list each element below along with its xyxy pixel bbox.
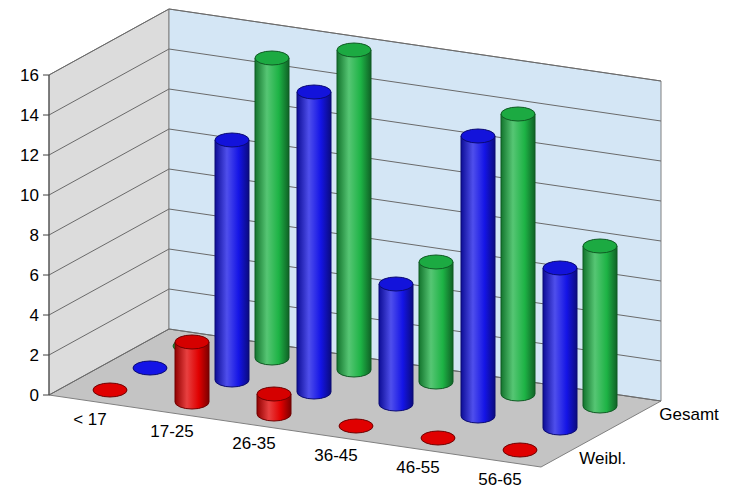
- y-tick-label: 4: [30, 306, 39, 325]
- x-tick-label: 46-55: [396, 458, 439, 477]
- y-tick-label: 12: [20, 146, 39, 165]
- cylinder: [419, 255, 453, 389]
- y-tick-label: 6: [30, 266, 39, 285]
- cylinder: [339, 419, 373, 433]
- cylinder: [337, 43, 371, 377]
- tick-mark: [43, 275, 49, 276]
- x-tick-label: 56-65: [478, 470, 521, 489]
- cylinder: [297, 85, 331, 399]
- chart: 0 2 4 6 8 10 12 14 16 < 17 17-25 26-35 36-45 46-55 56-…: [0, 0, 743, 501]
- x-tick-label: 17-25: [150, 422, 193, 441]
- cylinder: [583, 239, 617, 413]
- x-tick-label: 26-35: [232, 434, 275, 453]
- series-label: Gesamt: [659, 405, 719, 424]
- cylinder: [215, 133, 249, 387]
- cylinder: [421, 431, 455, 445]
- tick-mark: [43, 235, 49, 236]
- y-axis: [49, 75, 50, 395]
- cylinder: [93, 383, 127, 397]
- cylinder: [257, 387, 291, 421]
- cylinder: [133, 361, 167, 375]
- tick-mark: [43, 155, 49, 156]
- cylinder: [543, 261, 577, 435]
- tick-mark: [43, 355, 49, 356]
- y-tick-label: 8: [30, 226, 39, 245]
- cylinder: [379, 277, 413, 411]
- y-tick-label: 16: [20, 66, 39, 85]
- cylinder: [255, 51, 289, 365]
- cylinder: [461, 129, 495, 423]
- x-tick-label: < 17: [73, 410, 107, 429]
- x-tick-label: 36-45: [314, 446, 357, 465]
- tick-mark: [43, 115, 49, 116]
- tick-mark: [43, 75, 49, 76]
- cylinder: [175, 335, 209, 409]
- series-label: Weibl.: [579, 449, 626, 468]
- axes: [43, 9, 661, 467]
- y-tick-label: 2: [30, 346, 39, 365]
- cylinder: [503, 443, 537, 457]
- cylinder: [501, 107, 535, 401]
- y-tick-label: 14: [20, 106, 39, 125]
- plot-area: [93, 43, 617, 457]
- tick-mark: [43, 315, 49, 316]
- y-tick-label: 10: [20, 186, 39, 205]
- tick-mark: [43, 195, 49, 196]
- tick-mark: [43, 395, 49, 396]
- y-tick-label: 0: [30, 386, 39, 405]
